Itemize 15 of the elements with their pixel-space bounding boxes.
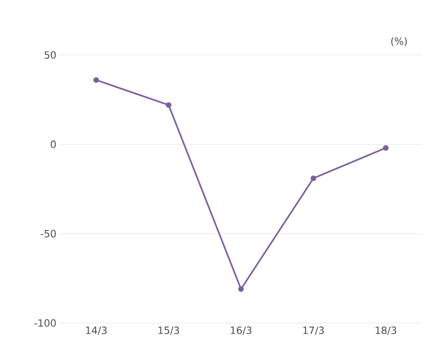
point [93,77,99,83]
point [238,286,244,292]
y-tick-label: 0 [50,140,56,148]
x-tick-label: 14/3 [86,326,107,335]
x-tick-label: 16/3 [230,326,252,335]
y-tick-label: -50 [40,230,56,238]
x-tick-label: 17/3 [303,326,324,335]
y-tick-label: -100 [34,319,56,327]
x-tick-label: 18/3 [376,326,396,335]
y-axis-title: (%) [391,37,407,46]
y-tick-label: 50 [44,51,56,59]
point [166,102,172,108]
point [310,175,316,182]
point [383,145,389,151]
x-tick-label: 15/3 [158,326,179,335]
